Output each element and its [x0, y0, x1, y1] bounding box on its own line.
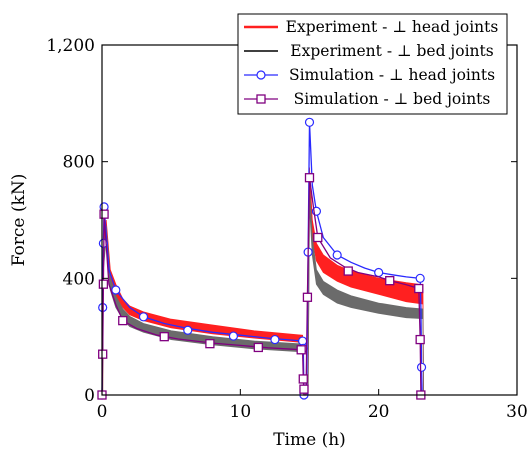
- y-tick-label: 400: [63, 269, 95, 289]
- series-3-point: [138, 312, 149, 322]
- legend-entry: Simulation - ⊥ head joints: [244, 66, 495, 84]
- series-3-point: [416, 362, 427, 372]
- series-4-point: [296, 345, 306, 355]
- legend-entry: Experiment - ⊥ head joints: [244, 18, 498, 36]
- y-tick-label: 0: [84, 386, 95, 406]
- x-tick-label: 30: [506, 402, 528, 422]
- series-4-point: [313, 232, 323, 243]
- series-4-point: [253, 342, 263, 353]
- x-tick-label: 10: [230, 402, 252, 422]
- series-4-point: [98, 349, 108, 359]
- series-3-point: [270, 334, 280, 345]
- legend-entry: Experiment - ⊥ bed joints: [244, 42, 494, 60]
- legend-entry: Simulation - ⊥ bed joints: [244, 90, 490, 108]
- series-4-point: [298, 374, 308, 384]
- series-4-point: [205, 339, 215, 349]
- series-4-point: [99, 209, 109, 219]
- series-3-point: [111, 285, 121, 295]
- series-3-point: [332, 250, 342, 260]
- legend-marker: [256, 70, 266, 80]
- legend-label: Simulation - ⊥ head joints: [289, 66, 495, 84]
- x-tick-label: 0: [97, 402, 108, 422]
- series-3-point: [183, 325, 193, 335]
- series-3-point: [228, 331, 239, 341]
- legend-label: Simulation - ⊥ bed joints: [294, 90, 491, 108]
- series-4-point: [415, 334, 425, 345]
- x-tick-label: 20: [368, 402, 390, 422]
- legend-marker: [256, 94, 266, 104]
- series-3-line: [101, 122, 423, 396]
- series-4-point: [385, 276, 395, 286]
- legend-label: Experiment - ⊥ bed joints: [290, 42, 493, 60]
- series-1-band: [102, 167, 424, 396]
- series-4-point: [118, 315, 128, 326]
- x-axis-title: Time (h): [273, 430, 346, 450]
- legend: Experiment - ⊥ head joints Experiment - ⊥…: [237, 13, 508, 115]
- legend-entries: Experiment - ⊥ head joints Experiment - ⊥…: [244, 18, 498, 108]
- axes: 0 10 20 30 0 400 800 1,200: [46, 36, 527, 422]
- y-tick-label: 1,200: [46, 36, 95, 56]
- series-3-point: [374, 267, 384, 278]
- series-3-point: [415, 273, 425, 283]
- series-4-point: [159, 332, 169, 342]
- series-4-point: [299, 384, 309, 394]
- series-4-point: [302, 292, 313, 302]
- series-4-point: [98, 279, 109, 289]
- plot-area: [97, 117, 427, 400]
- series-4-point: [304, 173, 315, 183]
- series-4-point: [414, 283, 424, 294]
- legend-label: Experiment - ⊥ head joints: [286, 18, 499, 36]
- series-3-point: [304, 117, 315, 127]
- series-4-point: [343, 266, 353, 276]
- y-tick-label: 800: [63, 153, 95, 173]
- legend-box: [237, 13, 508, 115]
- y-axis-title: Force (kN): [9, 174, 29, 267]
